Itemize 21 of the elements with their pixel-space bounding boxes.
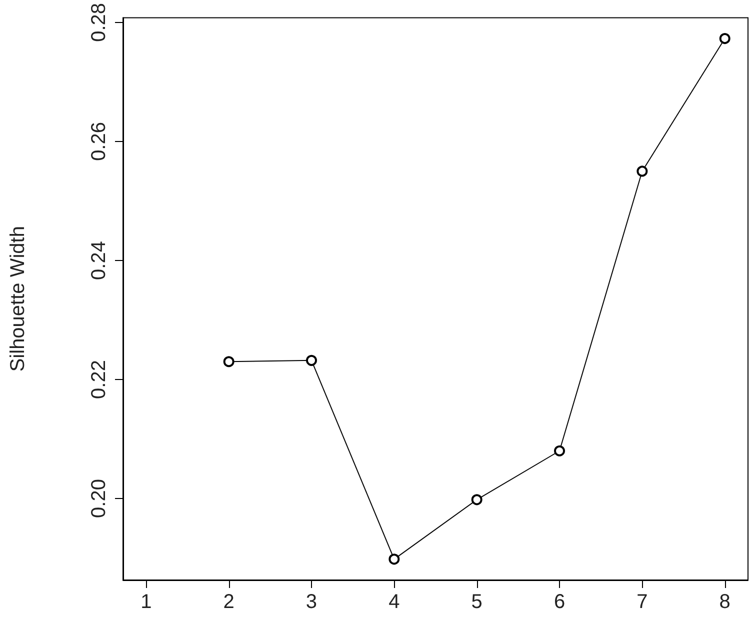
x-tick-label: 1 [140,591,152,613]
y-tick-label: 0.28 [88,2,110,42]
point [636,166,648,177]
x-tick-label: 6 [554,591,566,613]
point [306,354,317,366]
point [719,33,730,44]
x-tick-label: 5 [471,591,482,613]
point [388,554,400,565]
point [554,445,566,456]
x-tick-label: 8 [719,591,730,613]
y-tick-label: 0.24 [88,241,110,280]
x-tick-label: 2 [223,591,234,613]
y-tick-label: 0.20 [88,479,110,518]
point [223,356,234,368]
y-tick-label: 0.26 [88,122,110,161]
y-tick-label: 0.22 [88,360,110,399]
y-axis-title: Silhouette Width [7,226,29,372]
x-tick-label: 4 [388,591,400,613]
x-tick-label: 3 [306,591,318,613]
x-tick-label: 7 [636,591,648,613]
point [471,494,482,506]
